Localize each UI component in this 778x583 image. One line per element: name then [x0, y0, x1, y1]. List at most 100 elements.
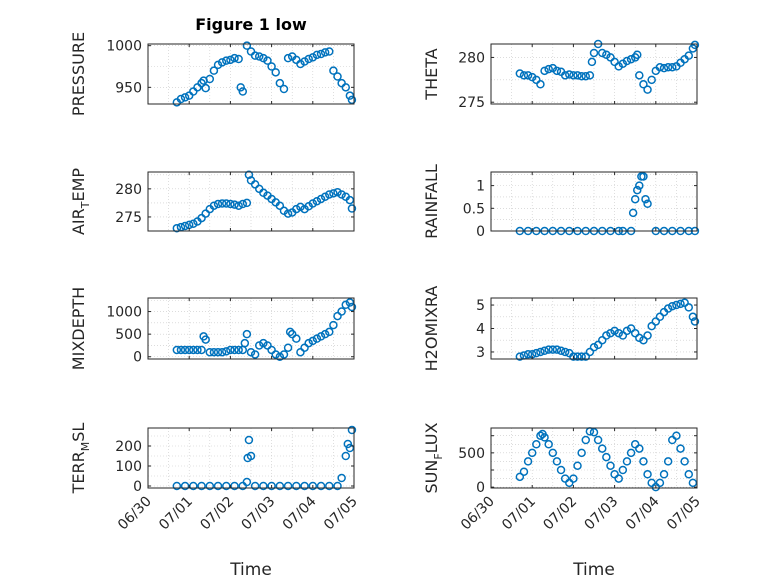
panel-air-temp-point — [213, 199, 223, 209]
panel-mixdepth-point — [250, 350, 260, 359]
panel-air-temp-point — [308, 199, 318, 208]
panel-theta-point — [552, 66, 562, 76]
panel-h2omixra-point — [532, 348, 541, 358]
panel-mixdepth-axes-box — [147, 297, 355, 360]
panel-mixdepth-point — [296, 347, 305, 357]
panel-pressure-point — [325, 47, 334, 56]
panel-theta-point — [663, 63, 673, 72]
panel-terr-msl-point — [222, 481, 231, 491]
panel-rainfall-ytick-label: 1 — [476, 179, 485, 195]
panel-h2omixra-point — [639, 335, 648, 345]
panel-pressure-point — [236, 83, 245, 92]
panel-air-temp-point — [209, 201, 219, 210]
panel-terr-msl-ylabel: TERRMSL — [69, 423, 92, 495]
panel-pressure-point — [226, 55, 235, 65]
panel-h2omixra-point — [589, 343, 599, 352]
panel-air-temp-point — [320, 192, 330, 201]
panel-sun-flux-point — [676, 444, 685, 453]
panel-sun-flux-ytick-label: 500 — [458, 446, 485, 462]
panel-pressure-point — [347, 95, 357, 105]
panel-terr-msl-point — [189, 481, 198, 491]
panel-theta-point — [659, 63, 669, 73]
panel-theta-point — [565, 70, 574, 79]
panel-mixdepth-point — [217, 347, 227, 357]
panel-pressure-ylabel: PRESSURE — [69, 32, 88, 116]
panel-theta-point — [560, 71, 570, 80]
panel-rainfall-axes-box — [490, 171, 698, 232]
panel-mixdepth-point — [242, 329, 252, 339]
panel-h2omixra-point — [610, 326, 619, 336]
panel-air-temp-ytick-label: 275 — [115, 210, 142, 226]
panel-sun-flux-point — [618, 465, 628, 475]
panel-air-temp-point — [292, 204, 301, 214]
panel-terr-msl-point — [316, 481, 326, 491]
panel-pressure-point — [176, 94, 186, 104]
panel-h2omixra-point — [655, 312, 665, 322]
panel-terr-msl-point — [246, 451, 256, 461]
panel-sun-flux-point — [643, 470, 652, 479]
panel-terr-msl-point — [337, 473, 346, 483]
panel-sun-flux-xtick-label: 07/01 — [499, 494, 539, 534]
panel-theta-point — [643, 85, 652, 94]
panel-sun-flux-point — [626, 448, 636, 458]
panel-terr-msl-point — [180, 481, 190, 491]
panel-air-temp-point — [238, 199, 248, 209]
panel-mixdepth-point — [172, 345, 182, 355]
panel-terr-msl-ytick-label: 200 — [115, 439, 142, 455]
panel-rainfall-point — [628, 208, 638, 218]
panel-h2omixra-point — [680, 298, 689, 307]
panel-theta-ylabel: THETA — [422, 48, 441, 100]
panel-terr-msl-xtick-label: 07/03 — [239, 494, 279, 534]
panel-sun-flux-point — [635, 444, 644, 453]
panel-sun-flux-axes-box — [490, 427, 698, 489]
panel-h2omixra-point — [593, 340, 603, 350]
panel-h2omixra-point — [626, 324, 636, 333]
panel-mixdepth-point — [180, 345, 190, 355]
panel-terr-msl-axes-box — [147, 427, 355, 489]
panel-air-temp-point — [234, 201, 243, 210]
panel-pressure-point — [205, 74, 215, 84]
panel-pressure-point — [254, 52, 264, 61]
panel-mixdepth-point — [205, 347, 215, 357]
panel-h2omixra-point — [585, 347, 595, 357]
panel-theta-ytick-label: 280 — [458, 50, 485, 66]
panel-theta-point — [577, 71, 586, 81]
panel-pressure-point — [271, 68, 280, 77]
panel-sun-flux-xtick-label: 07/02 — [540, 494, 580, 534]
panel-rainfall-point — [635, 181, 644, 190]
panel-air-temp-point — [333, 187, 342, 197]
panel-terr-msl-point — [341, 451, 351, 461]
panel-sun-flux-xtick-label: 07/05 — [664, 494, 704, 534]
panel-theta-point — [647, 75, 656, 85]
panel-h2omixra-ytick-label: 4 — [476, 322, 485, 338]
panel-air-temp-point — [189, 219, 198, 228]
panel-air-temp-point — [172, 223, 182, 233]
panel-mixdepth-point — [240, 338, 250, 348]
panel-mixdepth-point — [275, 352, 285, 361]
panel-air-temp-point — [217, 199, 227, 208]
panel-terr-msl-point — [267, 481, 276, 491]
panel-theta-point — [622, 56, 632, 66]
panel-rainfall-ytick-label: 0 — [476, 224, 485, 240]
panel-mixdepth-point — [333, 311, 342, 321]
panel-h2omixra-point — [647, 321, 656, 331]
panel-pressure-point — [263, 56, 272, 65]
panel-mixdepth-point — [209, 347, 219, 357]
panel-sun-flux-point — [577, 448, 586, 458]
panel-terr-msl-point — [250, 481, 260, 491]
panel-h2omixra-ytick-label: 3 — [476, 345, 485, 361]
panel-terr-msl-xtick-label: 07/01 — [156, 494, 196, 534]
panel-terr-msl-point — [213, 481, 223, 491]
panel-pressure-point — [312, 50, 322, 60]
panel-mixdepth-point — [285, 327, 295, 337]
panel-mixdepth-point — [312, 334, 322, 343]
panel-mixdepth-point — [279, 350, 289, 359]
panel-terr-msl-point — [347, 425, 357, 435]
panel-sun-flux-ylabel: SUNFLUX — [422, 422, 445, 493]
panel-pressure-axes-box — [147, 43, 355, 105]
panel-air-temp-point — [347, 204, 357, 213]
panel-pressure-point — [316, 49, 326, 59]
panel-terr-msl-point — [292, 481, 301, 491]
panel-rainfall-point — [633, 185, 642, 195]
panel-air-temp-point — [250, 180, 260, 189]
